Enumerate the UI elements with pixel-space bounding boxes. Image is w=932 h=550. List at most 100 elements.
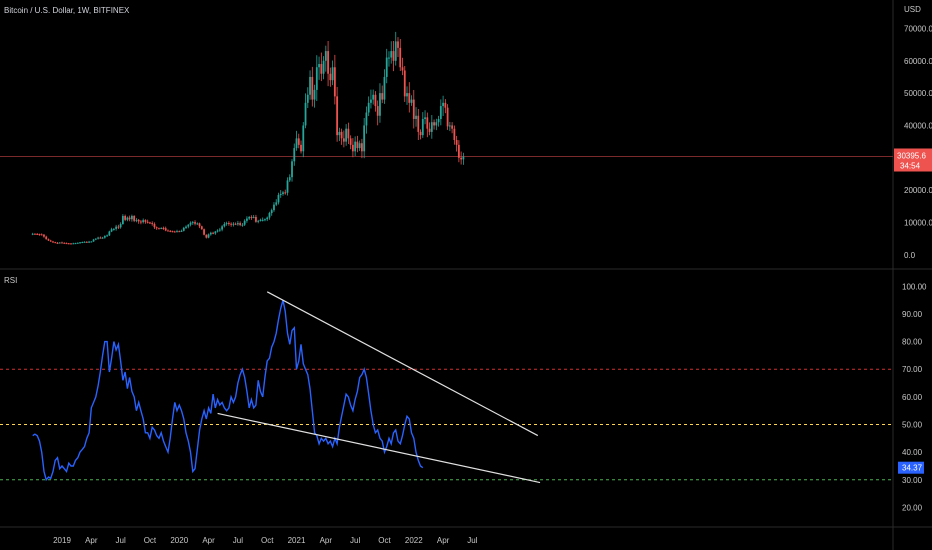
candle-body (246, 218, 248, 221)
time-tick-label: Oct (378, 536, 391, 545)
price-tick-label: 10000.0 (904, 218, 932, 227)
candle-body (428, 128, 431, 132)
candle-body (106, 235, 108, 237)
rsi-tick-label: 20.00 (902, 503, 923, 512)
time-tick-label: Apr (437, 536, 450, 545)
candle-body (399, 47, 402, 68)
candle-body (189, 222, 192, 225)
time-tick-label: 2022 (405, 536, 423, 545)
candle-body (439, 106, 442, 119)
candle-body (216, 230, 219, 232)
candle-body (284, 192, 287, 194)
candle-body (225, 223, 228, 225)
candle-body (424, 117, 426, 119)
time-tick-label: 2021 (288, 536, 306, 545)
candle-body (333, 67, 336, 97)
candle-body (457, 144, 460, 158)
candle-body (442, 102, 444, 107)
candle-body (259, 219, 262, 221)
rsi-lower-trendline (217, 412, 541, 484)
candle-body (212, 232, 214, 234)
candle-body (63, 242, 66, 244)
candle-body (268, 213, 271, 218)
price-tick-label: 40000.0 (904, 121, 932, 130)
rsi-tick-label: 80.00 (902, 338, 923, 347)
last-price-badge (894, 148, 932, 172)
candle-body (324, 51, 327, 61)
chart-title: Bitcoin / U.S. Dollar, 1W, BITFINEX (4, 6, 130, 15)
candle-body (70, 243, 72, 245)
candle-body (223, 224, 226, 227)
candle-body (200, 226, 203, 230)
candle-body (126, 217, 129, 220)
rsi-tick-label: 70.00 (902, 365, 923, 374)
candle-body (313, 89, 316, 100)
candle-body (318, 64, 320, 68)
candle-body (408, 93, 411, 103)
rsi-last-badge (898, 461, 924, 474)
candle-body (462, 156, 465, 160)
candle-body (351, 144, 354, 152)
candle-body (79, 242, 81, 244)
rsi-tick-label: 40.00 (902, 448, 923, 457)
candle-body (444, 102, 447, 108)
candle-body (52, 241, 54, 243)
candle-body (144, 220, 147, 222)
candle-body (327, 51, 329, 74)
candle-body (162, 227, 165, 229)
rsi-indicator-label: RSI (4, 276, 17, 285)
candle-body (320, 64, 323, 74)
candle-body (293, 148, 296, 162)
last-price-marker: 30395.634:54 (0, 148, 932, 172)
time-tick-label: Jul (116, 536, 126, 545)
candle-body (363, 125, 366, 152)
candle-body (180, 230, 183, 232)
candle-body (282, 192, 284, 194)
candle-body (115, 226, 118, 229)
candle-body (309, 76, 311, 95)
candle-body (255, 216, 257, 222)
candle-body (45, 236, 48, 240)
candle-body (149, 222, 151, 224)
candle-body (302, 125, 305, 152)
candle-body (124, 215, 127, 220)
candle-body (329, 73, 332, 81)
candle-body (257, 220, 260, 222)
candle-body (99, 237, 102, 239)
rsi-last-value: 34.37 (902, 464, 923, 473)
candle-body (433, 122, 435, 126)
candle-body (207, 234, 210, 238)
candle-body (241, 224, 244, 226)
candle-body (306, 94, 309, 103)
time-tick-label: 2019 (53, 536, 71, 545)
candle-body (31, 233, 34, 235)
candle-body (410, 99, 413, 103)
candle-body (121, 215, 124, 225)
price-axis-unit: USD (904, 5, 921, 14)
price-tick-label: 70000.0 (904, 24, 932, 33)
candle-body (137, 219, 140, 222)
candle-body (392, 51, 395, 61)
candle-body (85, 241, 88, 243)
candle-body (286, 180, 289, 193)
candle-body (83, 241, 86, 243)
rsi-tick-label: 50.00 (902, 420, 923, 429)
candle-body (146, 221, 149, 223)
candle-body (49, 240, 52, 242)
last-price-timer: 34:54 (900, 162, 921, 171)
candle-body (342, 138, 345, 142)
candle-body (94, 238, 97, 240)
candle-body (140, 221, 142, 223)
candle-body (185, 226, 187, 228)
candle-body (365, 112, 368, 126)
time-tick-label: Apr (85, 536, 98, 545)
candle-body (81, 241, 84, 243)
candle-body (340, 131, 343, 139)
time-tick-label: Jul (350, 536, 360, 545)
candle-body (336, 96, 339, 136)
rsi-tick-label: 90.00 (902, 310, 923, 319)
candle-body (403, 70, 406, 97)
candle-body (376, 106, 379, 116)
candle-body (397, 41, 399, 48)
